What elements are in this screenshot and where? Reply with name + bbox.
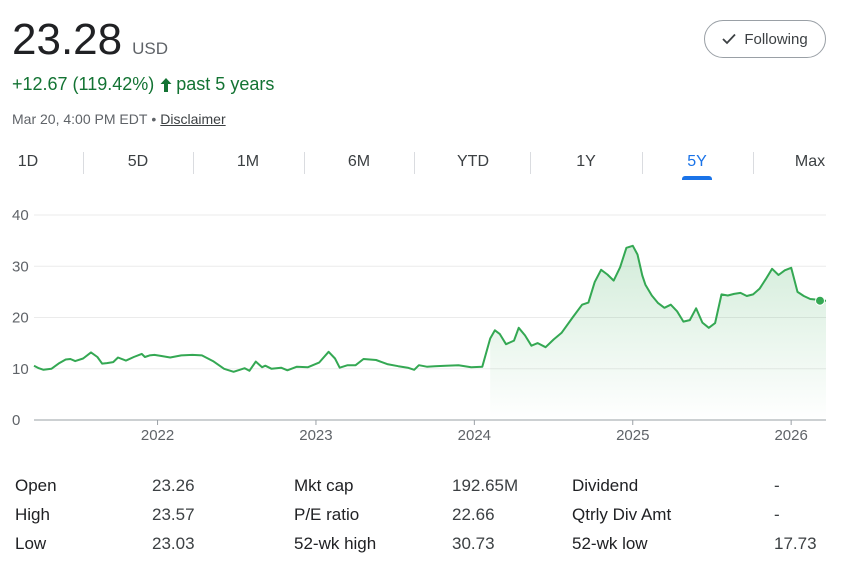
x-tick-label: 2025 xyxy=(616,427,649,444)
range-selector: 1D 5D 1M 6M YTD 1Y 5Y Max xyxy=(0,144,842,184)
range-divider xyxy=(642,152,643,174)
change-period: past 5 years xyxy=(176,74,275,94)
stat-value-open: 23.26 xyxy=(152,476,195,495)
following-label: Following xyxy=(744,30,808,48)
stat-label-52wk-high: 52-wk high xyxy=(294,534,377,553)
stat-value-52wk-high: 30.73 xyxy=(452,534,495,553)
range-tab-5y[interactable]: 5Y xyxy=(677,144,717,182)
price-change: +12.67 (119.42%) past 5 years xyxy=(12,74,274,95)
stat-value-qtrly-div: - xyxy=(774,505,780,524)
range-tab-6m[interactable]: 6M xyxy=(339,144,379,182)
quote-header: 23.28 USD xyxy=(12,14,168,66)
stat-value-low: 23.03 xyxy=(152,534,195,553)
range-tab-ytd[interactable]: YTD xyxy=(450,144,496,182)
stat-value-dividend: - xyxy=(774,476,780,495)
range-divider xyxy=(753,152,754,174)
y-tick-label: 10 xyxy=(12,361,29,378)
stat-label-high: High xyxy=(15,505,50,524)
range-label: 5D xyxy=(127,153,149,170)
arrow-up-icon xyxy=(160,77,172,93)
quote-meta: Mar 20, 4:00 PM EDT • Disclaimer xyxy=(12,111,226,127)
x-tick-label: 2023 xyxy=(299,427,332,444)
stats-row: Low 23.03 52-wk high 30.73 52-wk low 17.… xyxy=(0,534,842,564)
stat-label-qtrly-div: Qtrly Div Amt xyxy=(572,505,672,524)
range-divider xyxy=(530,152,531,174)
series-area xyxy=(490,245,826,420)
stats-row: Open 23.26 Mkt cap 192.65M Dividend - xyxy=(0,476,842,506)
range-label: YTD xyxy=(457,153,489,170)
active-range-indicator xyxy=(682,176,712,180)
stat-value-52wk-low: 17.73 xyxy=(774,534,817,553)
y-tick-label: 40 xyxy=(12,207,29,224)
range-divider xyxy=(83,152,84,174)
stat-label-dividend: Dividend xyxy=(572,476,639,495)
disclaimer-link[interactable]: Disclaimer xyxy=(160,111,226,127)
y-tick-label: 20 xyxy=(12,310,29,327)
stat-value-pe-ratio: 22.66 xyxy=(452,505,495,524)
x-tick-label: 2024 xyxy=(458,427,491,444)
stat-value-mkt-cap: 192.65M xyxy=(452,476,519,495)
stat-label-low: Low xyxy=(15,534,47,553)
range-tab-1d[interactable]: 1D xyxy=(8,144,48,182)
x-tick-label: 2022 xyxy=(141,427,174,444)
y-tick-label: 30 xyxy=(12,258,29,275)
range-label: 5Y xyxy=(687,153,707,170)
range-label: 1Y xyxy=(576,153,596,170)
range-label: 6M xyxy=(347,153,371,170)
meta-separator: • xyxy=(151,111,157,127)
currency-label: USD xyxy=(132,39,169,58)
range-label: 1D xyxy=(17,153,39,170)
stat-label-pe-ratio: P/E ratio xyxy=(294,505,360,524)
stats-row: High 23.57 P/E ratio 22.66 Qtrly Div Amt… xyxy=(0,505,842,535)
range-label: 1M xyxy=(236,153,260,170)
range-tab-max[interactable]: Max xyxy=(790,144,830,182)
current-price: 23.28 xyxy=(12,15,123,64)
stat-label-52wk-low: 52-wk low xyxy=(572,534,648,553)
y-tick-label: 0 xyxy=(12,412,20,429)
range-tab-5d[interactable]: 5D xyxy=(118,144,158,182)
stat-label-mkt-cap: Mkt cap xyxy=(294,476,354,495)
checkmark-icon xyxy=(722,33,736,45)
stat-label-open: Open xyxy=(15,476,57,495)
x-tick-label: 2026 xyxy=(774,427,807,444)
range-tab-1m[interactable]: 1M xyxy=(228,144,268,182)
range-tab-1y[interactable]: 1Y xyxy=(566,144,606,182)
price-chart[interactable]: 0 10 20 30 40 2022 2023 2024 2025 2026 xyxy=(0,196,842,452)
range-divider xyxy=(304,152,305,174)
range-divider xyxy=(193,152,194,174)
following-button[interactable]: Following xyxy=(704,20,826,58)
series-end-point xyxy=(815,295,825,306)
range-divider xyxy=(414,152,415,174)
timestamp: Mar 20, 4:00 PM EDT xyxy=(12,111,148,127)
range-label: Max xyxy=(794,153,826,170)
change-amount: +12.67 (119.42%) xyxy=(12,74,155,94)
series-line xyxy=(33,244,827,373)
stat-value-high: 23.57 xyxy=(152,505,195,524)
